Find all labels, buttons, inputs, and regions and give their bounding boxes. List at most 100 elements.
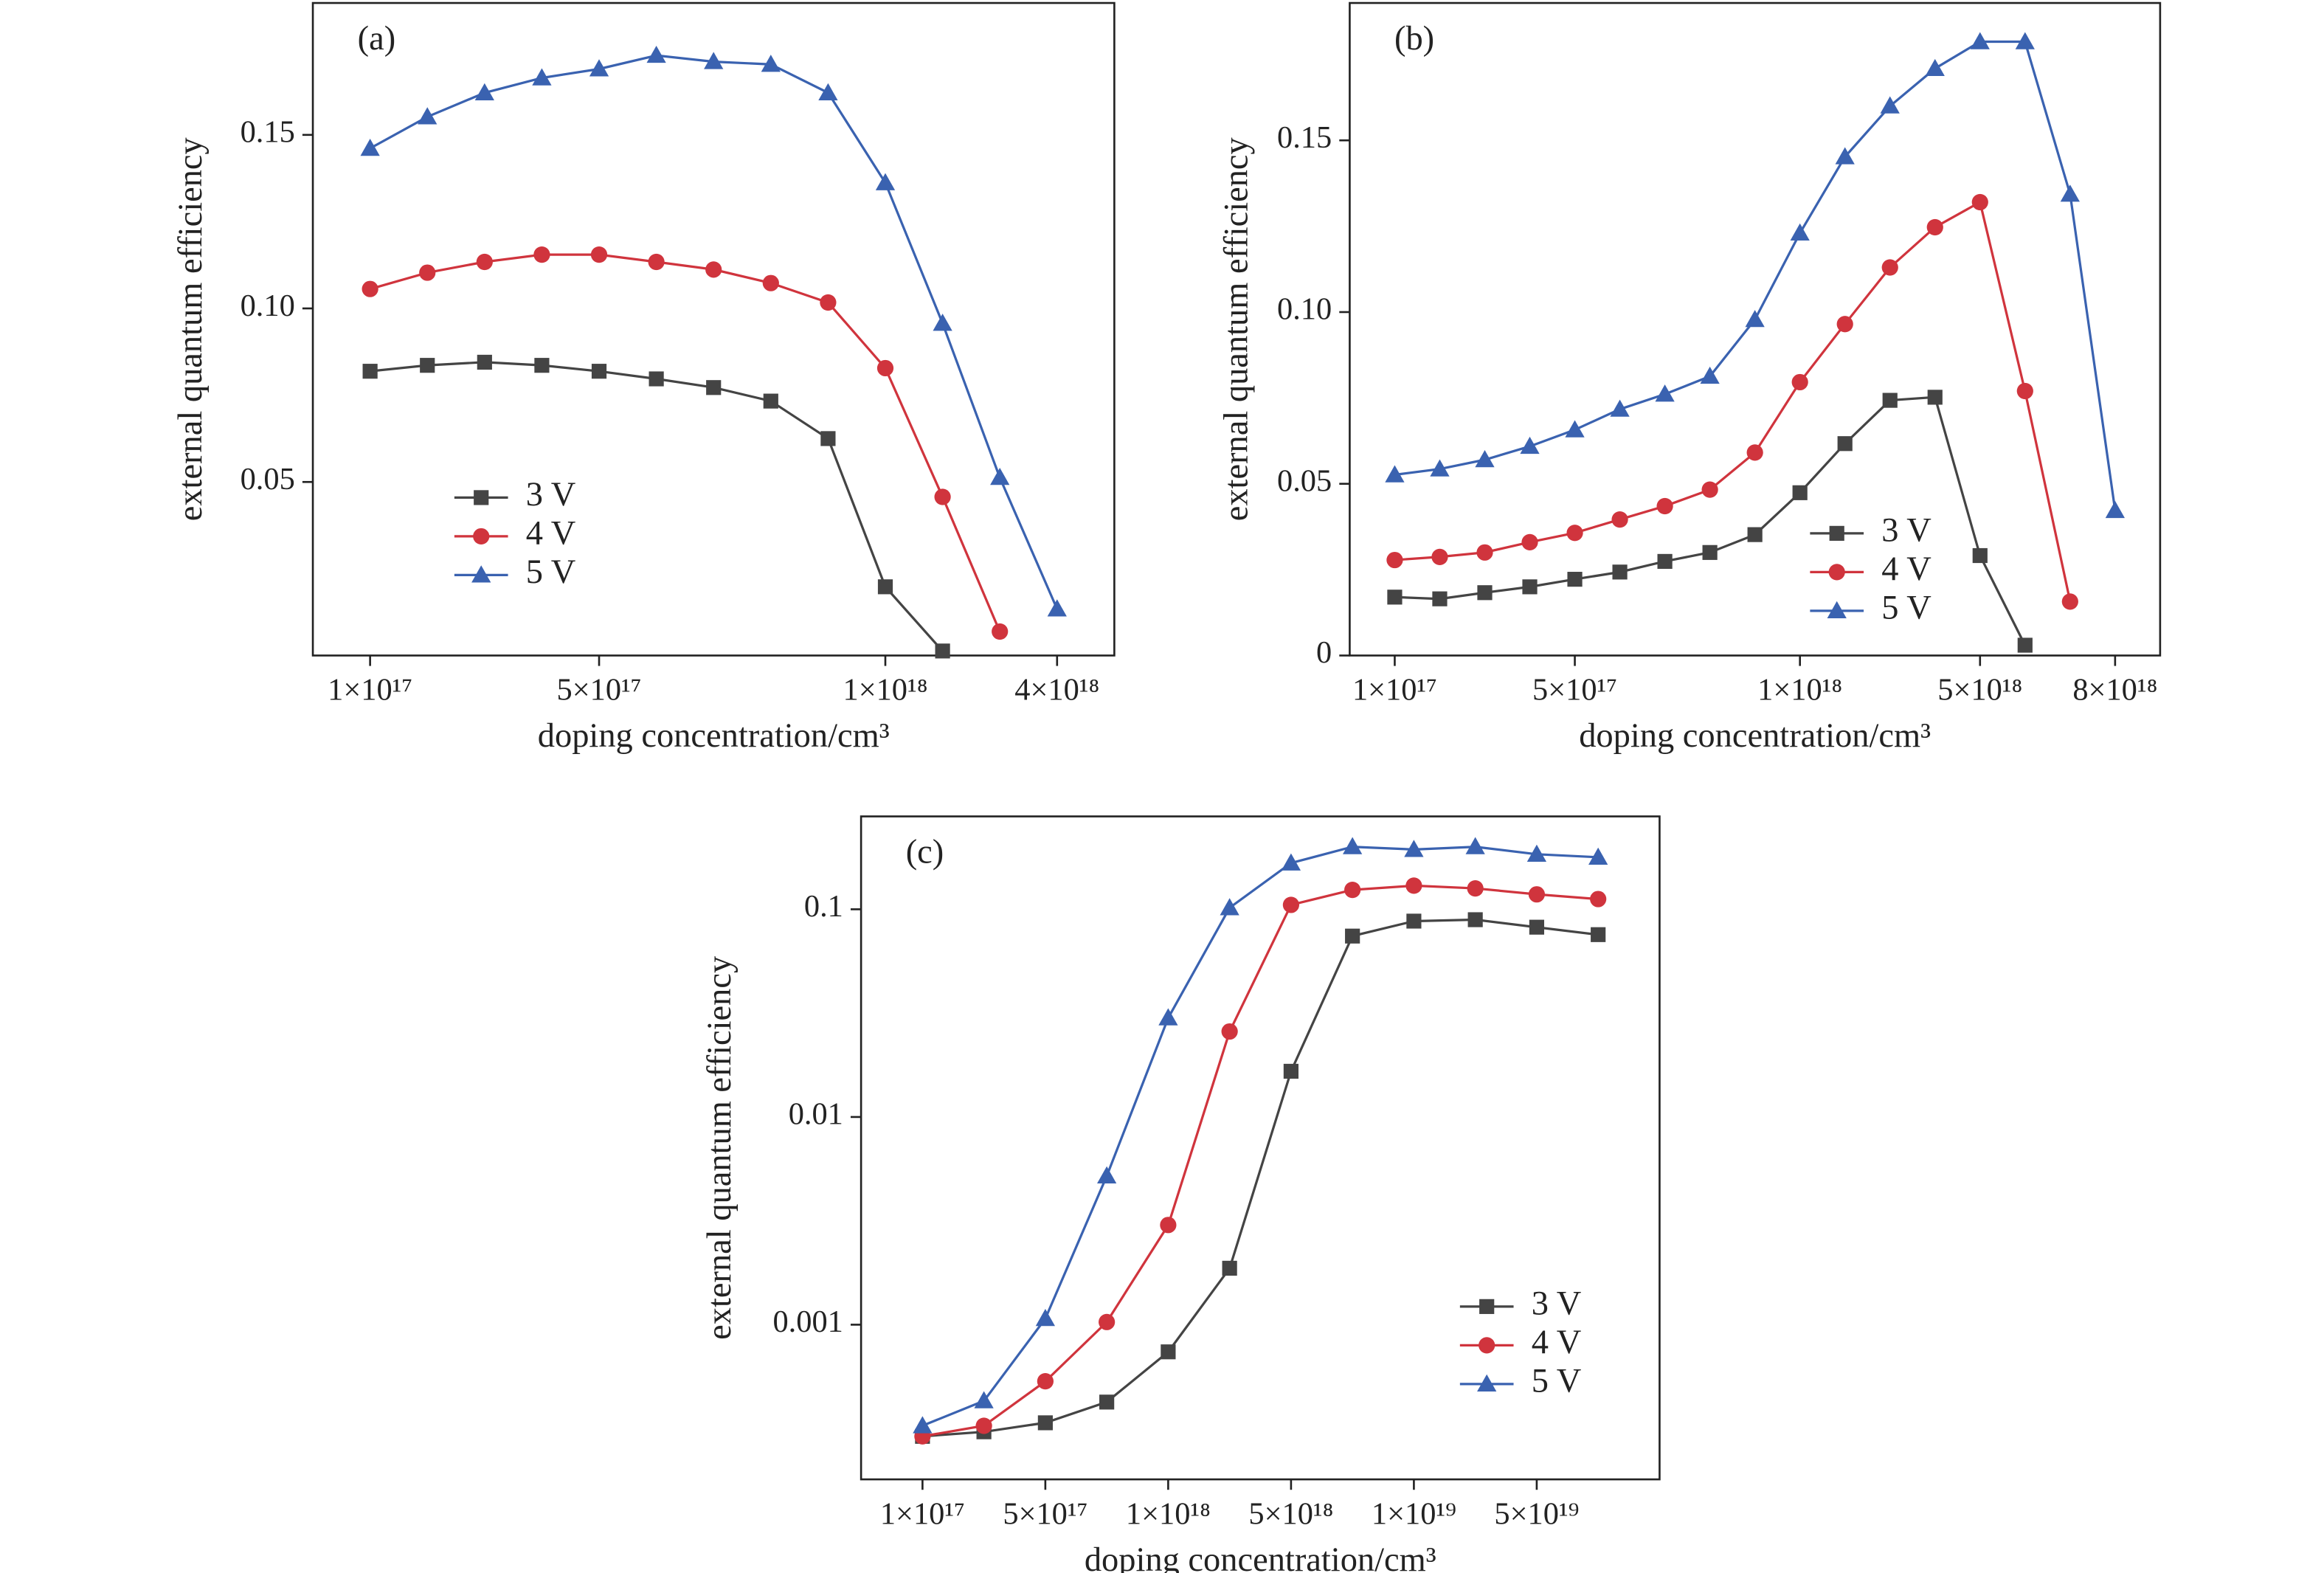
x-tick-label: 5×10¹⁷ <box>1003 1496 1087 1531</box>
marker <box>877 579 893 595</box>
y-tick-label: 0.10 <box>1277 292 1332 327</box>
marker <box>1611 511 1628 528</box>
plot-frame <box>1349 1 2162 657</box>
marker <box>975 1417 992 1434</box>
marker <box>649 371 664 387</box>
marker <box>1656 497 1673 515</box>
marker <box>362 364 378 379</box>
x-tick-label: 4×10¹⁸ <box>1014 673 1099 708</box>
marker <box>1387 590 1403 605</box>
marker <box>1972 547 1988 564</box>
panel-label: (a) <box>358 20 396 58</box>
marker <box>1529 919 1545 935</box>
x-tick-label: 5×10¹⁷ <box>557 673 642 708</box>
marker <box>589 59 609 77</box>
legend-label: 5 V <box>1881 590 1932 627</box>
marker <box>1037 1373 1054 1390</box>
marker <box>1221 1023 1238 1040</box>
y-tick-label: 0.05 <box>241 462 295 497</box>
x-tick-label: 1×10¹⁸ <box>843 673 928 708</box>
marker <box>1792 485 1808 500</box>
y-tick-label: 0.15 <box>1277 120 1332 155</box>
marker <box>1099 1313 1116 1330</box>
marker <box>1610 399 1630 417</box>
marker <box>1406 913 1422 929</box>
marker <box>419 264 436 281</box>
legend-marker <box>1827 601 1847 618</box>
panel-label: (b) <box>1394 20 1434 58</box>
marker <box>1925 58 1945 77</box>
marker <box>1790 223 1810 241</box>
marker <box>705 261 722 278</box>
legend-label: 5 V <box>1532 1363 1582 1400</box>
marker <box>1926 218 1943 236</box>
legend-label: 5 V <box>526 553 576 591</box>
x-axis-label: doping concentration/cm³ <box>1085 1541 1436 1573</box>
marker <box>933 314 952 331</box>
x-tick-label: 8×10¹⁸ <box>2072 673 2157 708</box>
marker <box>1700 366 1720 384</box>
marker <box>762 274 779 291</box>
marker <box>1837 436 1853 452</box>
legend-label: 3 V <box>1881 512 1932 550</box>
series-line <box>370 361 944 652</box>
marker <box>1431 548 1448 565</box>
marker <box>1404 840 1424 857</box>
x-tick-label: 1×10¹⁸ <box>1757 673 1842 708</box>
plot-frame <box>311 1 1116 657</box>
x-tick-label: 1×10¹⁷ <box>1352 673 1437 708</box>
marker <box>476 253 493 271</box>
marker <box>820 294 837 311</box>
marker <box>1405 877 1422 894</box>
marker <box>1465 837 1485 854</box>
y-tick-label: 0.1 <box>804 889 843 924</box>
marker <box>1283 1063 1298 1079</box>
marker <box>2015 32 2035 49</box>
y-tick-label: 0.15 <box>241 115 295 150</box>
marker <box>913 1416 933 1434</box>
marker <box>818 83 838 100</box>
marker <box>1220 898 1239 916</box>
legend-marker <box>471 565 491 583</box>
marker <box>704 52 724 69</box>
x-axis-label: doping concentration/cm³ <box>538 717 890 755</box>
marker <box>1701 481 1718 498</box>
marker <box>1160 1217 1177 1234</box>
marker <box>2060 184 2080 202</box>
marker <box>1037 1415 1053 1431</box>
marker <box>1746 444 1763 461</box>
marker <box>1612 564 1628 580</box>
marker <box>1477 585 1493 601</box>
marker <box>532 68 552 86</box>
marker <box>1343 837 1363 854</box>
x-tick-label: 1×10¹⁸ <box>1126 1496 1211 1531</box>
x-tick-label: 5×10¹⁸ <box>1248 1496 1333 1531</box>
series-line <box>370 253 1001 632</box>
marker <box>1588 847 1608 865</box>
legend-marker <box>1829 525 1844 541</box>
marker <box>1432 591 1448 606</box>
marker <box>1590 891 1607 908</box>
legend-label: 3 V <box>526 476 576 514</box>
y-tick-label: 0 <box>1316 635 1332 670</box>
marker <box>1882 393 1898 408</box>
marker <box>1475 450 1495 468</box>
marker <box>1702 544 1718 560</box>
marker <box>362 280 378 297</box>
legend-marker <box>1479 1299 1495 1314</box>
marker <box>1385 465 1405 483</box>
marker <box>1835 147 1855 165</box>
legend-label: 4 V <box>1532 1324 1582 1361</box>
legend-label: 4 V <box>526 515 576 553</box>
marker <box>1970 32 1990 49</box>
marker <box>1281 853 1301 871</box>
marker <box>1430 459 1450 477</box>
marker <box>1035 1309 1056 1327</box>
marker <box>477 354 492 370</box>
marker <box>934 488 951 505</box>
y-tick-label: 0.01 <box>789 1097 843 1132</box>
y-axis-label: external quantum efficiency <box>172 136 210 521</box>
marker <box>763 393 778 409</box>
